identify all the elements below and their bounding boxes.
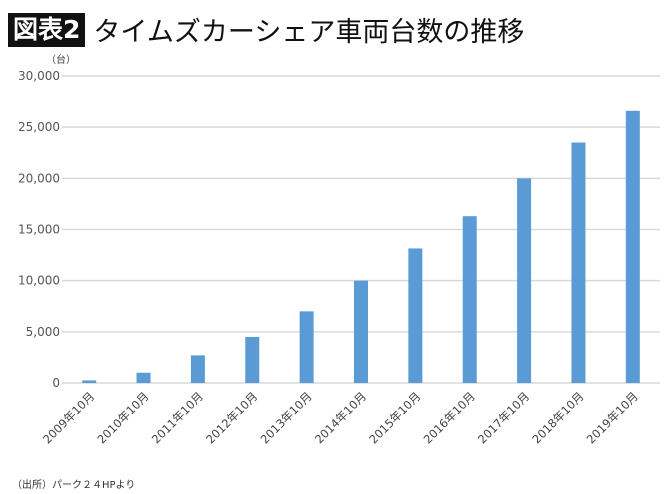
y-tick-label: 20,000 [18, 171, 60, 185]
y-tick-label: 10,000 [18, 274, 60, 288]
bar [82, 380, 97, 383]
bar [571, 142, 586, 383]
bar [299, 311, 314, 383]
bar [462, 216, 477, 383]
header: 図表2 タイムズカーシェア車両台数の推移 [8, 10, 524, 49]
x-tick-label: 2017年10月 [475, 389, 532, 446]
bar [245, 336, 260, 383]
y-tick-label: 15,000 [18, 223, 60, 237]
x-tick-label: 2009年10月 [40, 389, 97, 446]
figure-badge: 図表2 [8, 12, 86, 47]
y-tick-label: 0 [52, 376, 60, 390]
y-tick-label: 25,000 [18, 120, 60, 134]
chart-title: タイムズカーシェア車両台数の推移 [93, 17, 525, 48]
x-tick-label: 2013年10月 [258, 389, 315, 446]
bar [625, 110, 640, 383]
x-tick-label: 2015年10月 [366, 389, 423, 446]
bar [517, 178, 532, 383]
source-note: （出所）パーク２４HPより [12, 480, 136, 491]
y-tick-label: 30,000 [18, 69, 60, 83]
y-tick-label: 5,000 [26, 325, 60, 339]
y-unit-label: （台） [46, 55, 76, 66]
x-tick-label: 2010年10月 [94, 389, 151, 446]
bar [136, 372, 151, 383]
x-tick-label: 2016年10月 [421, 389, 478, 446]
bar [408, 248, 423, 383]
x-tick-label: 2019年10月 [584, 389, 641, 446]
x-tick-label: 2011年10月 [149, 389, 206, 446]
x-tick-label: 2012年10月 [203, 389, 260, 446]
x-tick-label: 2018年10月 [529, 389, 586, 446]
bar [190, 355, 205, 383]
bar [354, 280, 368, 383]
x-tick-label: 2014年10月 [312, 389, 369, 446]
